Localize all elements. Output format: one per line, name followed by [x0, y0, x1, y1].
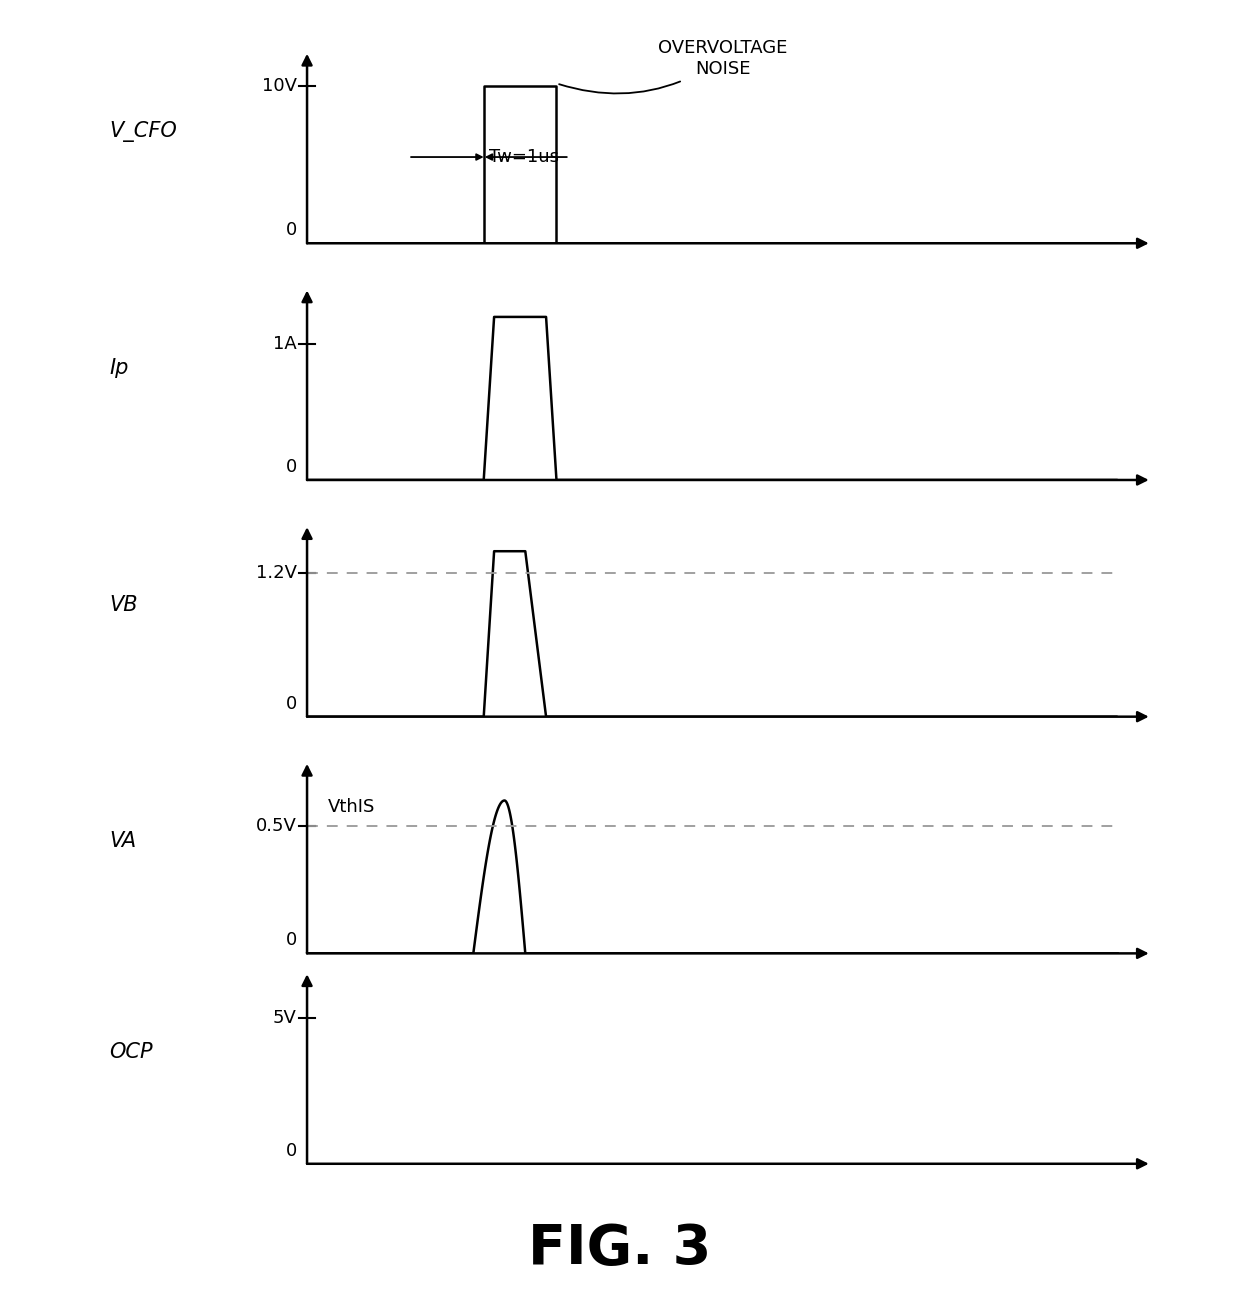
Text: VB: VB: [109, 594, 138, 614]
Text: 1.2V: 1.2V: [255, 564, 296, 581]
Text: OVERVOLTAGE
NOISE: OVERVOLTAGE NOISE: [559, 39, 787, 93]
Text: VA: VA: [109, 831, 136, 851]
Text: 0: 0: [285, 931, 296, 949]
Text: V_CFO: V_CFO: [109, 121, 177, 142]
Text: FIG. 3: FIG. 3: [528, 1222, 712, 1276]
Text: 1A: 1A: [273, 335, 296, 354]
Text: 0.5V: 0.5V: [255, 817, 296, 835]
Text: 10V: 10V: [262, 78, 296, 96]
Text: Tw=1us: Tw=1us: [489, 149, 559, 166]
Text: 0: 0: [285, 694, 296, 713]
Text: OCP: OCP: [109, 1041, 154, 1061]
Text: 0: 0: [285, 221, 296, 239]
Text: 5V: 5V: [273, 1009, 296, 1027]
Text: Ip: Ip: [109, 358, 129, 377]
Text: VthIS: VthIS: [327, 798, 376, 815]
Text: 0: 0: [285, 1141, 296, 1160]
Text: 0: 0: [285, 458, 296, 476]
